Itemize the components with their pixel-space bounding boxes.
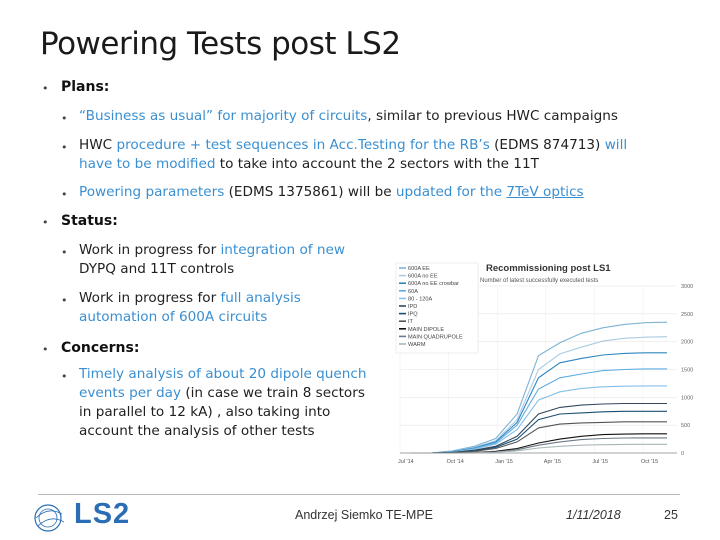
x-tick-label: Apr '15 [544,459,561,465]
plans-item-1: “Business as usual” for majority of circ… [79,107,699,126]
plans-item-3-highlight-c: updated for the [395,184,507,200]
plans-item-3: Powering parameters (EDMS 1375861) will … [79,183,699,202]
chart-title: Recommissioning post LS1 [486,263,611,274]
slide-title: Powering Tests post LS2 [40,26,401,62]
x-tick-label: Jul '15 [592,459,608,465]
recommissioning-chart: Recommissioning post LS1 Number of lates… [392,258,708,474]
y-tick-label: 2000 [681,340,693,346]
concerns-item-1-highlight-b: events per day [79,385,182,401]
bullet: • [42,343,49,356]
plans-item-2-text-c: (EDMS 874713) [489,137,605,153]
plans-item-2: HWC procedure + test sequences in Acc.Te… [79,136,679,174]
legend-label: MAIN QUADRUPOLE [408,334,463,340]
legend-label: 600A EE [408,266,430,272]
status-item-2-text-a: Work in progress for [79,290,221,306]
concerns-item-1: Timely analysis of about 20 dipole quenc… [79,365,399,441]
concerns-heading: Concerns: [61,340,140,356]
bullet: • [61,141,68,154]
plans-item-3-highlight-a: Powering parameters [79,184,225,200]
status-item-2-highlight: full analysis [220,290,301,306]
plans-item-2-highlight-d: will [604,137,628,153]
footer-author: Andrzej Siemko TE-MPE [295,508,434,522]
y-tick-label: 2500 [681,312,693,318]
status-item-1: Work in progress for integration of new … [79,241,389,279]
ls2-logo: LS2 [74,498,131,530]
y-tick-label: 0 [681,451,684,457]
bullet: • [61,188,68,201]
legend-label: MAIN DIPOLE [408,327,444,333]
y-tick-label: 1000 [681,395,693,401]
plans-item-2-text-a: HWC [79,137,117,153]
bullet: • [61,112,68,125]
plans-item-3-text-b: (EDMS 1375861) will be [224,184,396,200]
legend-label: WARM [408,342,426,348]
x-tick-label: Oct '15 [641,459,658,465]
legend-label: 60A [408,289,418,295]
bullet: • [61,294,68,307]
concerns-item-1-text-c: (in case we train 8 sectors [181,385,365,401]
legend-label: 80 - 120A [408,296,433,302]
plans-item-2-text-f: to take into account the 2 sectors with … [215,156,539,172]
concerns-item-1-highlight-a: Timely analysis of about 20 dipole quenc… [79,366,367,382]
status-item-1-highlight: integration of new [220,242,345,258]
legend-label: IPQ [408,312,418,318]
cern-logo-icon [34,504,65,532]
bullet: • [61,246,68,259]
y-tick-label: 1500 [681,368,693,374]
status-item-1-text-a: Work in progress for [79,242,221,258]
chart-axes: 0 500 1000 1500 2000 2500 3000 Jul '14 Oct '14 Ja… [398,284,693,465]
x-tick-label: Oct '14 [447,459,464,465]
legend-label: 600A no EE [408,274,438,280]
plans-heading: Plans: [61,79,110,95]
x-tick-label: Jan '15 [495,459,513,465]
plans-item-1-highlight: “Business as usual” for majority of circ… [79,108,368,124]
bullet: • [42,216,49,229]
plans-item-2-highlight-b: procedure + test sequences in Acc.Testin… [116,137,490,153]
plans-item-2-highlight-e: have to be modified [79,156,216,172]
legend-label: IPD [408,304,417,310]
bullet: • [61,370,68,383]
optics-link[interactable]: 7TeV optics [506,184,584,200]
page-number: 25 [664,508,678,522]
x-tick-label: Jul '14 [398,459,414,465]
legend-label: IT [408,319,414,325]
legend-box [395,262,479,354]
y-tick-label: 500 [681,423,690,429]
plans-item-1-text: , similar to previous HWC campaigns [367,108,618,124]
footer-date: 1/11/2018 [566,508,621,522]
status-item-2: Work in progress for full analysis autom… [79,289,389,327]
bullet: • [42,82,49,95]
status-heading: Status: [61,213,118,229]
concerns-item-1-text-e: account the analysis of other tests [79,423,315,439]
concerns-item-1-text-d: in parallel to 12 kA) , also taking into [79,404,331,420]
status-item-2-highlight-c: automation of 600A circuits [79,309,268,325]
status-item-1-text-c: DYPQ and 11T controls [79,261,235,277]
y-tick-label: 3000 [681,284,693,290]
chart-subtitle: Number of latest successfully executed t… [480,278,598,284]
footer-divider [38,494,680,495]
legend-label: 600A no EE crowbar [408,281,459,287]
